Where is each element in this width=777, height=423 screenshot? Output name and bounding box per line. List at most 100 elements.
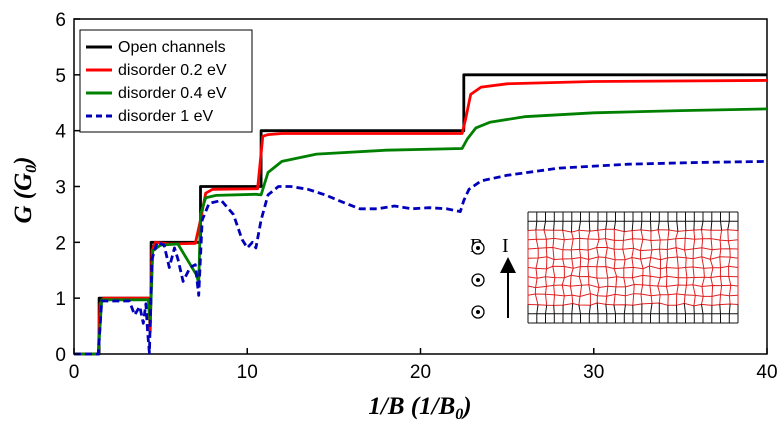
lattice-column-segment xyxy=(605,238,608,248)
lattice-column-segment xyxy=(543,221,546,231)
lattice-column-segment xyxy=(710,267,714,278)
lattice-column-segment xyxy=(719,230,723,241)
lattice-column-segment xyxy=(665,267,668,277)
lattice-column-segment xyxy=(640,284,644,295)
lattice-column-segment xyxy=(543,229,547,240)
lattice-column-segment xyxy=(552,238,555,248)
lattice-column-segment xyxy=(535,268,538,279)
lattice-column-segment xyxy=(570,238,574,250)
lattice-column-segment xyxy=(701,277,705,287)
lattice-column-segment xyxy=(727,221,730,230)
lattice-column-segment xyxy=(685,277,688,286)
lattice-column-segment xyxy=(597,230,600,240)
lattice-column-segment xyxy=(728,285,732,296)
lattice-column-segment xyxy=(683,294,686,304)
lattice-column-segment xyxy=(684,238,686,251)
series-line-1 xyxy=(74,79,768,356)
lattice-column-segment xyxy=(615,276,618,287)
inset-lattice: B I xyxy=(470,211,739,324)
lattice-column-segment xyxy=(623,304,626,314)
lattice-column-segment xyxy=(553,285,555,295)
lattice-column-segment xyxy=(719,256,721,268)
lattice-column-segment xyxy=(665,257,668,268)
lattice-column-segment xyxy=(631,221,634,231)
lattice-column-segment xyxy=(631,257,634,268)
x-tick-label: 40 xyxy=(756,362,777,383)
lattice-column-segment xyxy=(588,221,591,232)
lattice-column-segment xyxy=(728,303,731,314)
lattice-column-segment xyxy=(640,221,643,230)
lattice-column-segment xyxy=(553,294,555,306)
lattice-column-segment xyxy=(578,266,581,277)
lattice-column-segment xyxy=(710,221,713,231)
lattice-column-segment xyxy=(711,285,714,297)
lattice-column-segment xyxy=(727,229,729,241)
lattice-column-segment xyxy=(693,295,696,306)
lattice-column-segment xyxy=(632,293,635,306)
lattice-column-segment xyxy=(692,277,695,285)
lattice-column-segment xyxy=(613,259,616,269)
legend-label: disorder 1 eV xyxy=(118,108,213,125)
lattice-column-segment xyxy=(570,249,573,259)
field-symbol-dot xyxy=(476,278,480,282)
lattice-column-segment xyxy=(692,239,696,249)
lattice-row xyxy=(527,283,739,289)
lattice-column-segment xyxy=(596,239,600,248)
lattice-column-segment xyxy=(710,277,714,286)
lattice-column-segment xyxy=(675,231,679,239)
lattice-column-segment xyxy=(657,285,661,295)
lattice-column-segment xyxy=(605,304,608,314)
lattice-column-segment xyxy=(657,221,660,230)
x-tick-label: 0 xyxy=(69,362,80,383)
lattice-column-segment xyxy=(596,256,599,267)
lattice-column-segment xyxy=(605,247,608,258)
lattice-column-segment xyxy=(658,294,661,304)
lattice-column-segment xyxy=(650,249,653,258)
lattice-column-segment xyxy=(571,231,574,240)
lattice-column-segment xyxy=(667,229,670,240)
y-tick-label: 6 xyxy=(55,10,66,31)
lattice-column-segment xyxy=(719,240,722,249)
lattice-column-segment xyxy=(685,267,688,278)
lattice-column-segment xyxy=(676,221,679,232)
lattice-column-segment xyxy=(666,239,669,250)
lattice-column-segment xyxy=(639,239,644,251)
lattice-column-segment xyxy=(561,284,565,296)
lattice-column-segment xyxy=(613,221,616,230)
lattice-column-segment xyxy=(719,304,721,314)
lattice-column-segment xyxy=(596,277,600,288)
lattice-column-segment xyxy=(578,230,581,239)
lattice-column-segment xyxy=(676,256,679,269)
lattice-column-segment xyxy=(657,277,661,287)
lattice-column-segment xyxy=(588,284,591,294)
lattice-column-segment xyxy=(622,249,626,260)
lattice-column-segment xyxy=(545,268,547,277)
lattice-column-segment xyxy=(571,303,574,314)
legend: Open channels disorder 0.2 eV disorder 0.4… xyxy=(79,29,253,133)
y-axis-label-subscript: 0 xyxy=(23,165,40,173)
legend-entries: Open channels disorder 0.2 eV disorder 0.4… xyxy=(86,39,227,125)
lattice-column-segment xyxy=(701,238,704,248)
lattice-column-segment xyxy=(701,304,704,314)
legend-label: Open channels xyxy=(118,39,226,56)
tick-layer: 0 10 20 30 40 0 1 2 3 4 5 6 xyxy=(55,10,777,383)
lattice-column-segment xyxy=(578,221,581,231)
lattice-column-segment xyxy=(569,286,573,296)
lattice-row xyxy=(527,228,739,233)
lattice-column-segment xyxy=(650,240,653,250)
lattice-column-segment xyxy=(596,287,600,296)
lattice-column-segment xyxy=(665,286,669,295)
y-tick-label: 0 xyxy=(55,345,66,366)
lattice-column-segment xyxy=(545,276,547,287)
lattice-column-segment xyxy=(578,296,581,306)
lattice-column-segment xyxy=(545,247,548,257)
lattice-column-segment xyxy=(676,284,679,294)
lattice-column-segment xyxy=(587,250,590,260)
lattice-column-segment xyxy=(701,229,704,239)
field-symbols xyxy=(471,241,485,319)
field-symbol-dot xyxy=(476,246,480,250)
lattice-column-segment xyxy=(632,238,634,249)
lattice-column-segment xyxy=(667,221,670,231)
y-axis-label: G (G0) xyxy=(10,156,40,223)
lattice-column-segment xyxy=(614,286,617,295)
